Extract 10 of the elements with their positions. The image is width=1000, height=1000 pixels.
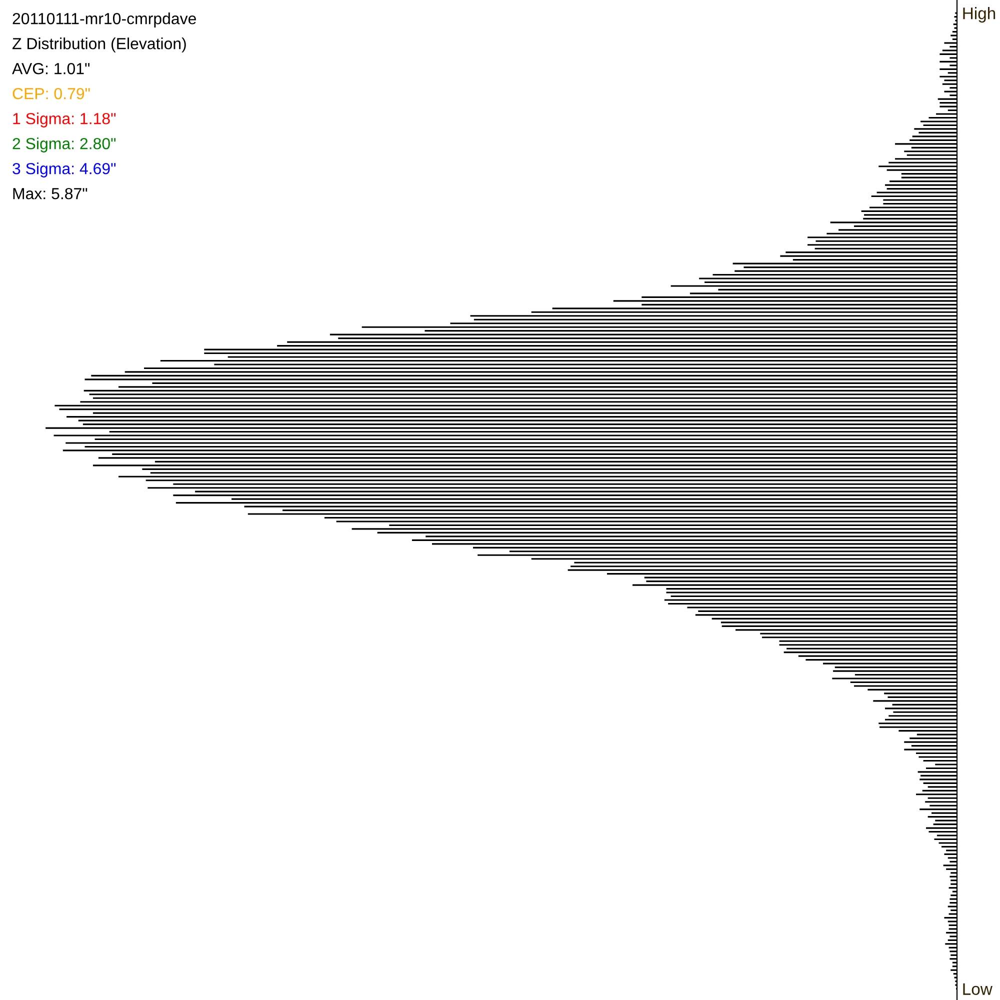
annotation: 3 Sigma: 4.69" [12,162,116,178]
annotation: AVG: 1.01" [12,62,90,74]
annotation: CEP: 0.79" [12,88,90,100]
chart-title: 20110111-mr10-cmrpdave [12,12,196,28]
y-tick-label: High [963,7,996,23]
y-tick-label: Low [963,983,992,995]
annotation: 2 Sigma: 2.80" [12,138,116,152]
text: Z Distribution (Elevation) [12,38,186,52]
annotation: 1 Sigma: 1.18" [13,112,116,128]
annotation: Max: 5.87" [13,188,88,200]
